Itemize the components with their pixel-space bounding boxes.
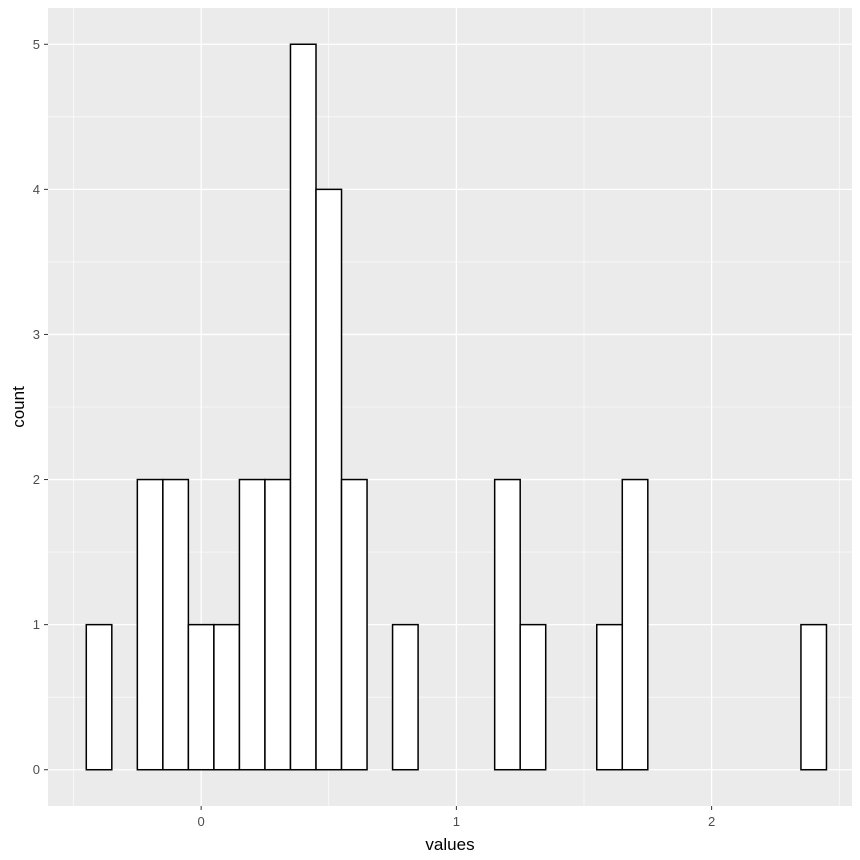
histogram-bars [85, 43, 828, 771]
histogram-bar [136, 478, 164, 771]
histogram-bar [85, 623, 113, 771]
histogram-bar [493, 478, 521, 771]
y-tick-label: 0 [33, 762, 40, 777]
x-axis-title: values [425, 835, 474, 854]
histogram-bar [187, 623, 215, 771]
y-axis-title: count [9, 386, 28, 428]
histogram-bar [340, 478, 368, 771]
histogram-bar [289, 43, 317, 771]
histogram-bar [391, 623, 419, 771]
y-tick-label: 1 [33, 617, 40, 632]
histogram-bar [213, 623, 241, 771]
y-tick-label: 2 [33, 472, 40, 487]
x-axis: 0 1 2 [198, 806, 715, 829]
y-tick-label: 5 [33, 37, 40, 52]
x-tick-label: 1 [453, 814, 460, 829]
x-tick-label: 0 [198, 814, 205, 829]
histogram-bar [621, 478, 649, 771]
histogram-bar [519, 623, 547, 771]
y-axis: 0 1 2 3 4 5 [33, 37, 48, 777]
histogram-bar [596, 623, 624, 771]
histogram-bar [800, 623, 828, 771]
histogram-bar [238, 478, 266, 771]
histogram-bar [315, 188, 343, 771]
histogram-bar [264, 478, 292, 771]
y-tick-label: 3 [33, 327, 40, 342]
y-tick-label: 4 [33, 182, 40, 197]
x-tick-label: 2 [708, 814, 715, 829]
histogram-bar [162, 478, 190, 771]
